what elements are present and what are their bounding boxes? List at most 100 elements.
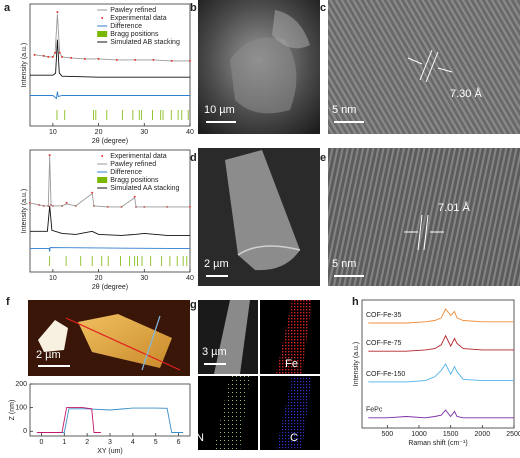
eds-sample [214, 300, 250, 374]
data-point [58, 51, 61, 54]
scale-bar-label: 3 µm [202, 346, 227, 358]
data-point [65, 201, 68, 204]
data-point [115, 58, 118, 61]
panel-label: d [190, 152, 197, 164]
eds-signal [276, 300, 312, 374]
panel-label: f [6, 296, 10, 308]
series-line [36, 407, 101, 433]
sem-flake [230, 37, 297, 114]
x-tick-label: 30 [140, 275, 148, 282]
x-tick-label: 20 [95, 275, 103, 282]
fringe-marker [417, 214, 423, 251]
x-tick-label: 4 [131, 439, 135, 446]
data-point [54, 51, 57, 54]
plot-frame [361, 299, 515, 429]
panel-label: a [4, 2, 11, 14]
x-tick-label: 2500 [506, 431, 520, 438]
legend-swatch [101, 155, 104, 157]
data-point [70, 56, 73, 59]
x-axis-label: 2θ (degree) [92, 284, 128, 291]
panel-label: h [352, 296, 359, 308]
x-tick-label: 3 [108, 439, 112, 446]
y-axis-label: Intensity (a.u.) [353, 342, 360, 386]
x-tick-label: 2000 [475, 431, 491, 438]
scale-bar-label: 2 µm [36, 349, 61, 361]
series-label: COF-Fe-75 [366, 340, 402, 347]
x-tick-label: 500 [381, 431, 393, 438]
series-line [368, 363, 514, 383]
legend-swatch [97, 177, 108, 183]
profile-line [65, 317, 181, 371]
data-point [42, 54, 45, 57]
legend-label: Pawley refined [110, 161, 156, 168]
x-tick-label: 1500 [443, 431, 459, 438]
tem-image [328, 148, 520, 286]
data-point [133, 195, 136, 198]
series-line [34, 14, 190, 62]
data-point [48, 154, 51, 157]
data-point [91, 191, 94, 194]
arrow [407, 57, 423, 65]
y-tick-label: 100 [15, 404, 27, 411]
x-tick-label: 40 [186, 275, 194, 282]
x-tick-label: 10 [49, 275, 57, 282]
data-point [56, 11, 59, 14]
series-line [30, 205, 190, 236]
profile-line [141, 315, 161, 371]
x-axis-label: Raman shift (cm⁻¹) [408, 440, 467, 447]
lattice-spacing: 7.30 Å [450, 87, 482, 100]
x-tick-label: 5 [154, 439, 158, 446]
x-tick-label: 40 [186, 129, 194, 136]
plot-frame [29, 3, 191, 127]
sem-flake [272, 10, 310, 49]
y-tick-label: 0 [23, 428, 27, 435]
arrow [437, 67, 453, 73]
panel-label: e [320, 152, 326, 164]
fringe-marker [425, 51, 439, 83]
legend-swatch [101, 17, 104, 19]
y-axis-label: Intensity (a.u.) [21, 43, 28, 87]
scale-bar-label: 5 nm [332, 258, 356, 270]
series-label: COF-Fe-35 [366, 312, 402, 319]
series-line [30, 91, 190, 100]
x-tick-label: 10 [49, 129, 57, 136]
x-tick-label: 1000 [411, 431, 427, 438]
y-axis-label: Intensity (a.u.) [21, 189, 28, 233]
series-line [368, 334, 514, 352]
series-line [30, 247, 191, 252]
x-tick-label: 1 [62, 439, 66, 446]
afm-flake [78, 314, 172, 368]
panel-label: c [320, 2, 326, 14]
x-tick-label: 6 [177, 439, 181, 446]
x-tick-label: 20 [95, 129, 103, 136]
panel-label: b [190, 2, 197, 14]
lattice-spacing: 7.01 Å [438, 201, 470, 214]
legend-label: Difference [110, 23, 142, 30]
data-point [152, 58, 155, 61]
y-tick-label: 200 [15, 381, 27, 388]
series-line [36, 407, 184, 433]
scale-bar-label: 2 µm [204, 258, 229, 270]
series-line [30, 39, 190, 78]
data-point [47, 55, 50, 58]
legend-label: Simulated AB stacking [110, 39, 180, 46]
legend-label: Simulated AA stacking [110, 185, 179, 192]
tem-image [328, 0, 520, 134]
panel-label: g [190, 299, 197, 311]
legend-label: Experimental data [110, 15, 167, 22]
series-label: FePc [366, 407, 383, 414]
x-axis-label: 2θ (degree) [92, 138, 128, 145]
element-label: C [290, 432, 298, 444]
x-axis-label: XY (um) [97, 448, 123, 455]
scale-bar-label: 10 µm [204, 104, 235, 116]
eds-signal [276, 376, 312, 450]
legend-swatch [97, 31, 108, 37]
y-axis-label: Z (nm) [9, 400, 16, 421]
fringe-marker [423, 214, 429, 251]
element-label: N [196, 432, 204, 444]
legend-label: Bragg positions [110, 31, 159, 38]
data-point [97, 57, 100, 60]
data-point [33, 53, 36, 56]
x-tick-label: 2 [85, 439, 89, 446]
